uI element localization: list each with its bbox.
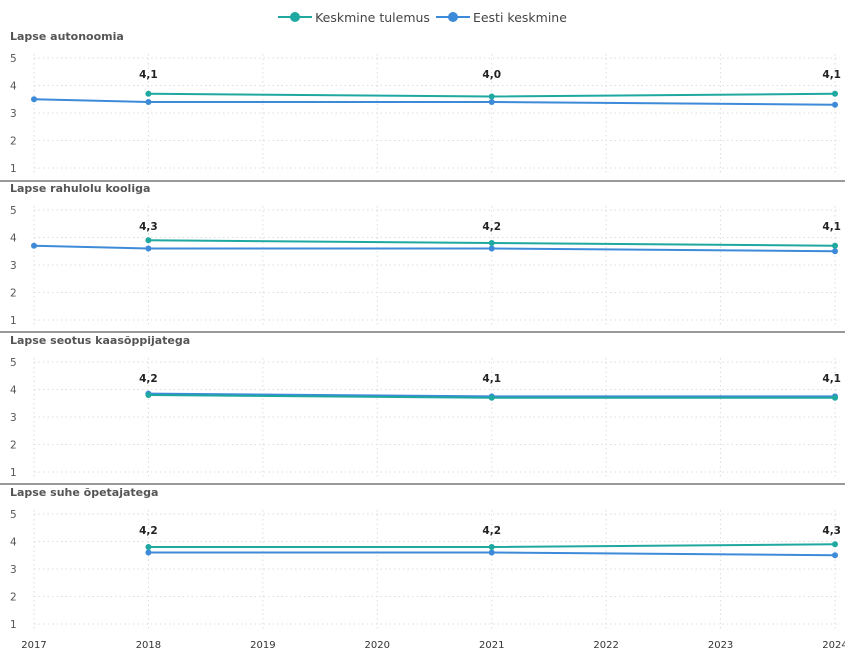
y-tick-label: 3	[10, 108, 17, 120]
data-label: 4,2	[139, 373, 158, 385]
data-point[interactable]	[145, 245, 152, 252]
data-label: 4,3	[139, 221, 158, 233]
series-line-eesti-keskmine	[33, 244, 836, 253]
data-point[interactable]	[488, 245, 495, 252]
y-tick-label: 4	[10, 81, 17, 93]
x-tick-label: 2022	[593, 640, 618, 651]
data-label: 4,1	[482, 373, 501, 385]
data-point[interactable]	[832, 552, 838, 559]
series-line-eesti-keskmine	[33, 98, 836, 106]
y-tick-label: 1	[10, 163, 17, 175]
data-point[interactable]	[145, 392, 152, 398]
x-tick-label: 2018	[136, 640, 161, 651]
y-tick-label: 5	[10, 509, 17, 521]
x-tick-label: 2024	[822, 640, 845, 651]
x-tick-label: 2020	[365, 640, 390, 651]
chart-legend: Keskmine tulemus Eesti keskmine	[0, 6, 845, 28]
panel-title: Lapse rahulolu kooliga	[10, 182, 150, 195]
y-tick-label: 5	[10, 205, 17, 217]
y-tick-label: 5	[10, 53, 17, 65]
y-tick-label: 2	[10, 440, 17, 452]
y-tick-label: 4	[10, 385, 17, 397]
y-tick-label: 1	[10, 315, 17, 327]
y-tick-label: 3	[10, 564, 17, 576]
data-point[interactable]	[488, 544, 495, 550]
legend-label: Eesti keskmine	[472, 9, 567, 25]
panel-title: Lapse seotus kaasõppijatega	[10, 334, 190, 347]
y-tick-label: 2	[10, 136, 17, 148]
x-tick-label: 2019	[250, 640, 275, 651]
data-point[interactable]	[832, 541, 838, 548]
data-label: 4,1	[822, 69, 841, 81]
legend-item[interactable]: Eesti keskmine	[435, 9, 567, 25]
data-point[interactable]	[488, 93, 495, 100]
data-point[interactable]	[145, 90, 152, 97]
legend-swatch-icon	[435, 12, 470, 22]
legend-swatch-icon	[278, 12, 313, 22]
x-tick-label: 2017	[21, 640, 46, 651]
y-tick-label: 3	[10, 260, 17, 272]
data-label: 4,2	[482, 221, 501, 233]
data-point[interactable]	[31, 242, 37, 249]
y-tick-label: 2	[10, 592, 17, 604]
y-tick-label: 1	[10, 467, 17, 479]
y-tick-label: 4	[10, 537, 17, 549]
y-tick-label: 5	[10, 357, 17, 369]
data-label: 4,0	[482, 69, 501, 81]
y-tick-label: 3	[10, 412, 17, 424]
data-point[interactable]	[832, 90, 838, 97]
data-label: 4,3	[822, 525, 841, 537]
data-label: 4,1	[139, 69, 158, 81]
panel-title: Lapse suhe õpetajatega	[10, 486, 158, 499]
y-tick-label: 4	[10, 233, 17, 245]
panel-title: Lapse autonoomia	[10, 30, 124, 43]
data-point[interactable]	[145, 237, 152, 244]
data-label: 4,1	[822, 221, 841, 233]
legend-item[interactable]: Keskmine tulemus	[278, 10, 430, 25]
data-point[interactable]	[832, 242, 838, 249]
data-point[interactable]	[832, 394, 838, 401]
data-point[interactable]	[145, 544, 152, 550]
data-label: 4,1	[822, 373, 841, 385]
legend-label: Keskmine tulemus	[315, 9, 430, 25]
data-point[interactable]	[832, 101, 838, 108]
data-point[interactable]	[488, 99, 495, 105]
data-label: 4,2	[482, 525, 501, 537]
data-point[interactable]	[145, 99, 152, 105]
data-point[interactable]	[832, 248, 838, 255]
x-tick-label: 2023	[708, 640, 733, 651]
data-point[interactable]	[488, 549, 495, 556]
data-point[interactable]	[488, 240, 495, 246]
data-point[interactable]	[488, 394, 495, 401]
data-point[interactable]	[31, 96, 37, 103]
data-label: 4,2	[139, 525, 158, 537]
y-tick-label: 2	[10, 288, 17, 300]
data-point[interactable]	[145, 549, 152, 556]
y-tick-label: 1	[10, 619, 17, 631]
x-tick-label: 2021	[479, 640, 504, 651]
